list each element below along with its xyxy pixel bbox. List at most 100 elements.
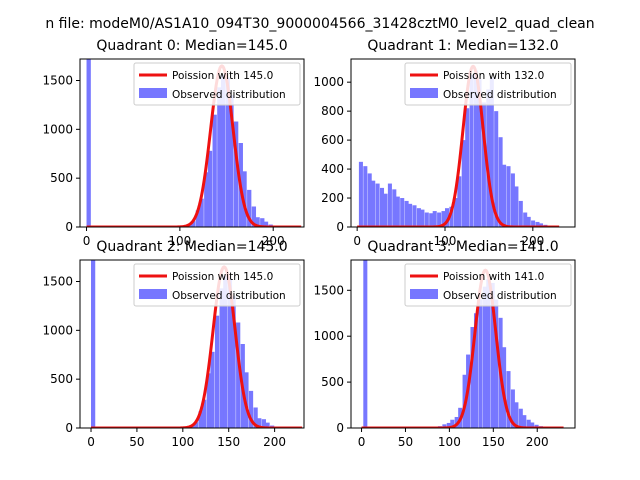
x-tick-label: 150 bbox=[482, 435, 505, 449]
histogram-bar bbox=[91, 260, 96, 428]
histogram bbox=[91, 260, 288, 428]
histogram-bar bbox=[247, 189, 252, 227]
y-tick-label: 1500 bbox=[42, 73, 73, 87]
histogram-bar bbox=[535, 221, 540, 227]
y-tick-label: 800 bbox=[321, 104, 344, 118]
histogram-bar bbox=[363, 260, 368, 428]
legend-hist-label: Observed distribution bbox=[443, 89, 557, 101]
histogram-bar bbox=[392, 189, 397, 227]
histogram-bar bbox=[227, 278, 233, 428]
histogram-bar bbox=[489, 77, 494, 227]
quadrant-title: Quadrant 1: Median=132.0 bbox=[367, 38, 558, 54]
histogram-bar bbox=[506, 166, 511, 227]
histogram-bar bbox=[248, 390, 254, 428]
histogram-bar bbox=[234, 121, 239, 227]
histogram-bar bbox=[490, 282, 495, 428]
histogram-bar bbox=[210, 351, 215, 428]
histogram-bar bbox=[530, 422, 535, 428]
histogram-bar bbox=[477, 79, 482, 227]
x-tick-label: 100 bbox=[168, 234, 191, 248]
x-tick-label: 200 bbox=[262, 234, 285, 248]
histogram-bar bbox=[363, 166, 368, 227]
histogram-bar bbox=[198, 411, 203, 428]
x-tick-label: 100 bbox=[438, 435, 461, 449]
quadrant-title: Quadrant 3: Median=141.0 bbox=[367, 239, 558, 255]
histogram-bar bbox=[526, 216, 531, 227]
histogram-bar bbox=[446, 422, 451, 428]
histogram-bar bbox=[494, 111, 499, 227]
quadrant-3-plot: 0 50 100 150 200 0 500 1000 1500 Quadrant 3: Medi… bbox=[313, 239, 576, 449]
histogram-bar bbox=[260, 218, 265, 227]
histogram-bar bbox=[473, 313, 479, 428]
histogram-bar bbox=[214, 315, 220, 428]
histogram-bar bbox=[244, 372, 249, 428]
legend-hist-swatch bbox=[410, 289, 438, 299]
histogram-bar bbox=[478, 299, 483, 428]
x-tick-label: 100 bbox=[171, 435, 194, 449]
histogram-bar bbox=[379, 187, 385, 227]
histogram-bar bbox=[482, 286, 487, 428]
histogram-bar bbox=[404, 200, 409, 227]
histogram-bar bbox=[494, 299, 499, 428]
x-tick-label: 0 bbox=[358, 435, 366, 449]
x-tick-label: 0 bbox=[83, 234, 91, 248]
histogram-bar bbox=[255, 217, 260, 227]
legend-poisson-label: Poission with 145.0 bbox=[172, 70, 273, 82]
histogram-bar bbox=[442, 424, 447, 428]
histogram-bar bbox=[193, 422, 199, 428]
legend-hist-label: Observed distribution bbox=[172, 290, 286, 302]
y-tick-label: 500 bbox=[321, 375, 344, 389]
histogram-bar bbox=[236, 322, 241, 428]
histogram-bar bbox=[449, 206, 454, 227]
histogram-bar bbox=[538, 223, 544, 227]
histogram-bar bbox=[212, 114, 217, 227]
histogram-bar bbox=[481, 102, 486, 227]
legend-hist-swatch bbox=[410, 88, 438, 98]
legend: Poission with 141.0 Observed distribution bbox=[404, 263, 572, 307]
histogram-bar bbox=[219, 288, 224, 428]
histogram-bar bbox=[371, 180, 376, 227]
histogram-bar bbox=[531, 220, 536, 227]
histogram-bar bbox=[217, 87, 222, 227]
histogram-bar bbox=[220, 74, 226, 227]
histogram-bar bbox=[526, 419, 531, 428]
histogram-bar bbox=[383, 193, 388, 227]
histogram-bar bbox=[498, 137, 503, 227]
y-tick-label: 600 bbox=[321, 133, 344, 147]
histogram-bar bbox=[429, 213, 434, 227]
histogram-bar bbox=[486, 89, 491, 227]
histogram-bar bbox=[229, 95, 234, 227]
x-tick-label: 200 bbox=[521, 234, 544, 248]
histogram-bar bbox=[257, 418, 262, 428]
legend: Poission with 145.0 Observed distribution bbox=[133, 62, 301, 106]
y-tick-label: 1000 bbox=[42, 122, 73, 136]
y-tick-label: 1500 bbox=[313, 283, 344, 297]
x-tick-label: 200 bbox=[526, 435, 549, 449]
legend-poisson-label: Poission with 132.0 bbox=[443, 70, 544, 82]
quadrant-0-plot: 0 100 200 0 500 1000 1500 Quadrant 0: Median=14… bbox=[42, 38, 305, 248]
histogram-bar bbox=[199, 198, 204, 227]
histogram-bar bbox=[502, 164, 507, 227]
histogram-bar bbox=[534, 424, 539, 428]
legend-box bbox=[404, 263, 572, 307]
y-tick-label: 1000 bbox=[313, 329, 344, 343]
histogram-bar bbox=[437, 212, 442, 227]
x-tick-label: 100 bbox=[434, 234, 457, 248]
histogram-bar bbox=[416, 208, 421, 227]
axes-frame bbox=[350, 259, 576, 429]
histogram-bar bbox=[522, 415, 527, 428]
histogram-bar bbox=[441, 211, 446, 227]
histogram-bar bbox=[514, 186, 519, 227]
y-tick-label: 1000 bbox=[313, 75, 344, 89]
histogram-bar bbox=[523, 212, 528, 227]
histogram-bar bbox=[420, 209, 425, 227]
legend-box bbox=[404, 62, 572, 106]
histogram-bar bbox=[424, 212, 429, 227]
histogram bbox=[358, 70, 556, 227]
quadrant-title: Quadrant 2: Median=145.0 bbox=[96, 239, 287, 255]
histogram-bar bbox=[263, 221, 269, 227]
histogram-bar bbox=[408, 203, 413, 227]
histogram-bar bbox=[473, 70, 479, 227]
histogram-bar bbox=[261, 419, 266, 428]
